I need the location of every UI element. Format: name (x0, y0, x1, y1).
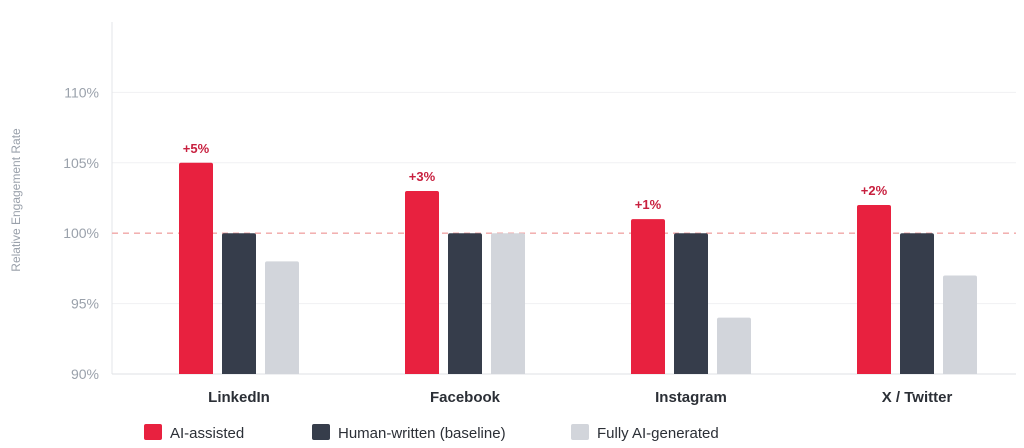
data-label: +2% (861, 183, 888, 198)
x-category-label: Facebook (430, 389, 501, 406)
legend-swatch (144, 424, 162, 440)
legend-swatch (571, 424, 589, 440)
legend: AI-assisted Human-written (baseline) Fully… (144, 424, 719, 442)
y-tick-label: 110% (64, 84, 99, 100)
bar-ai-assisted (405, 190, 439, 374)
x-category-label: X / Twitter (882, 389, 953, 406)
data-label: +5% (183, 141, 210, 156)
y-tick-label: 90% (71, 366, 99, 382)
bar-fully-ai-generated (943, 275, 977, 374)
legend-label: AI-assisted (170, 425, 244, 442)
bar-ai-assisted (631, 219, 665, 374)
x-category-label: Instagram (655, 389, 727, 406)
legend-swatch (312, 424, 330, 440)
bar-human-written (900, 233, 934, 374)
legend-label: Fully AI-generated (597, 425, 719, 442)
bar-ai-assisted (857, 205, 891, 374)
data-label: +1% (635, 197, 662, 212)
legend-label: Human-written (baseline) (338, 425, 506, 442)
bar-human-written (448, 233, 482, 374)
y-tick-label: 100% (63, 225, 99, 241)
bar-fully-ai-generated (717, 317, 751, 374)
y-tick-label: 95% (71, 296, 99, 312)
y-tick-label: 105% (63, 155, 99, 171)
bar-human-written (222, 233, 256, 374)
bar-ai-assisted (179, 162, 213, 374)
x-category-label: LinkedIn (208, 389, 270, 406)
axes: 90% 95% 100% 105% 110% Relative Engagement Ra… (9, 22, 1016, 382)
y-axis-title: Relative Engagement Rate (9, 128, 23, 272)
bar-human-written (674, 233, 708, 374)
bars (179, 162, 977, 374)
labels: +5% LinkedIn +3% Facebook +1% Instagram +2% X /… (183, 141, 953, 406)
bar-fully-ai-generated (491, 233, 525, 374)
bar-fully-ai-generated (265, 261, 299, 374)
data-label: +3% (409, 169, 436, 184)
